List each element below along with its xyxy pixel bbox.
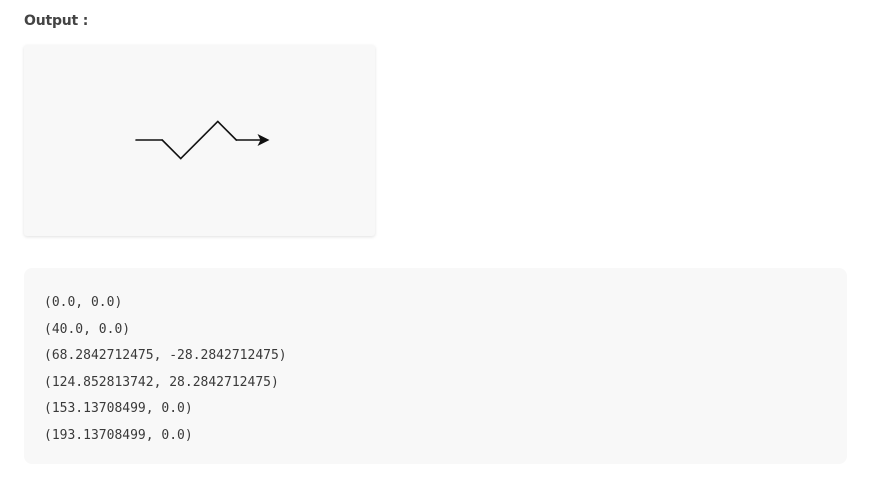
path-segment	[161, 139, 182, 160]
console-output: (0.0, 0.0) (40.0, 0.0) (68.2842712475, -28…	[24, 268, 847, 464]
path-segment	[179, 120, 219, 160]
output-line: (124.852813742, 28.2842712475)	[44, 374, 279, 390]
turtle-drawing	[135, 120, 270, 160]
turtle-arrow-icon	[257, 134, 270, 146]
output-line: (0.0, 0.0)	[44, 295, 123, 310]
turtle-canvas	[24, 45, 375, 236]
output-line: (153.13708499, 0.0)	[44, 401, 193, 416]
output-line: (68.2842712475, -28.2842712475)	[44, 348, 287, 363]
output-lines: (0.0, 0.0) (40.0, 0.0) (68.2842712475, -28…	[44, 290, 287, 449]
path-segment	[216, 120, 238, 141]
output-line: (193.13708499, 0.0)	[44, 427, 193, 443]
output-line: (40.0, 0.0)	[44, 321, 131, 337]
output-heading: Output :	[24, 13, 89, 29]
